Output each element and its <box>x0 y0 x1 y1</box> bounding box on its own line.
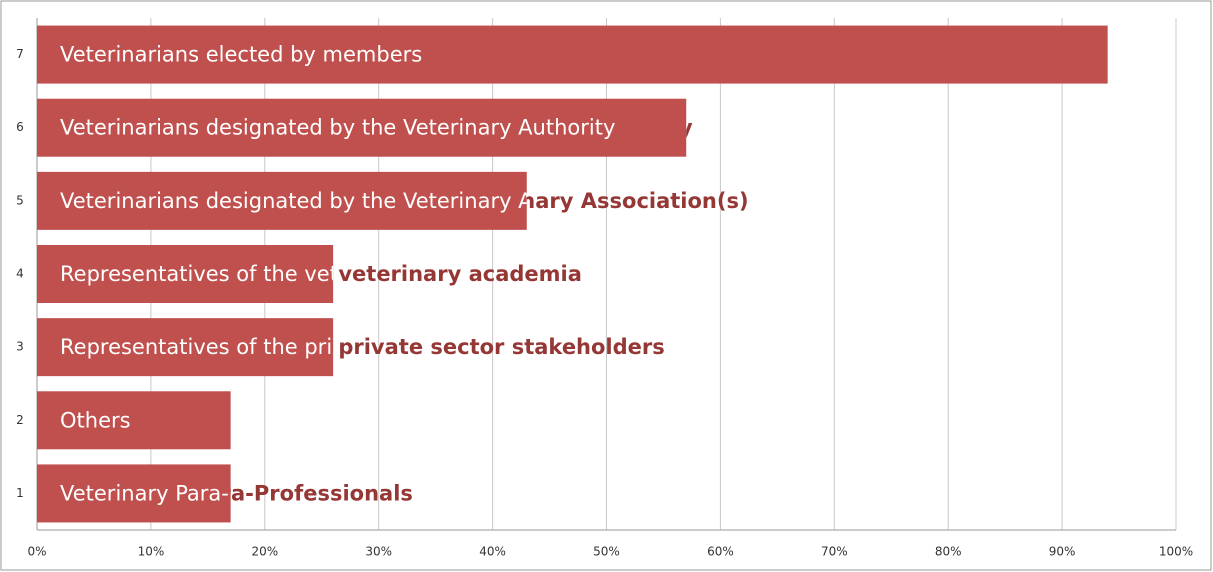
bar-label-overflow: Representatives of the private sector st… <box>60 335 665 359</box>
y-tick-label: 2 <box>16 413 24 427</box>
x-tick-label: 80% <box>935 545 962 559</box>
x-tick-label: 40% <box>479 545 506 559</box>
x-tick-label: 90% <box>1049 545 1076 559</box>
bar <box>37 98 687 157</box>
bar-label-overflow: Veterinarians designated by the Veterina… <box>60 189 749 213</box>
bar <box>37 391 231 450</box>
bar-label: Veterinarians designated by the Veterina… <box>60 189 665 213</box>
bar-label: Veterinarians elected by members <box>60 43 422 67</box>
bar <box>37 318 334 377</box>
bar-label: Representatives of the private sector st… <box>60 335 591 359</box>
bar <box>37 464 231 523</box>
bar-label: Veterinarians designated by the Veterina… <box>60 116 615 140</box>
y-tick-label: 1 <box>16 486 24 500</box>
x-tick-label: 70% <box>821 545 848 559</box>
y-tick-label: 6 <box>16 120 24 134</box>
bar <box>37 171 527 230</box>
bar-label: Others <box>60 408 131 432</box>
x-tick-label: 10% <box>138 545 165 559</box>
y-tick-label: 5 <box>16 193 24 207</box>
bar <box>37 25 1108 84</box>
x-tick-label: 50% <box>593 545 620 559</box>
x-tick-label: 100% <box>1159 545 1193 559</box>
bar-label: Veterinary Para-Professionals <box>60 481 366 505</box>
x-tick-label: 30% <box>365 545 392 559</box>
y-tick-label: 3 <box>16 340 24 354</box>
x-tick-label: 60% <box>707 545 734 559</box>
x-tick-label: 0% <box>27 545 46 559</box>
x-tick-label: 20% <box>251 545 278 559</box>
y-tick-label: 7 <box>16 47 24 61</box>
bar-label: Representatives of the veterinary academ… <box>60 262 522 286</box>
bar-label-overflow: Veterinarians designated by the Veterina… <box>60 116 693 140</box>
bar-label-overflow: Representatives of the veterinary academ… <box>60 262 582 286</box>
bar-label-overflow: Veterinary Para-Professionals <box>60 481 413 505</box>
bar <box>37 245 334 303</box>
y-tick-label: 4 <box>16 267 24 281</box>
